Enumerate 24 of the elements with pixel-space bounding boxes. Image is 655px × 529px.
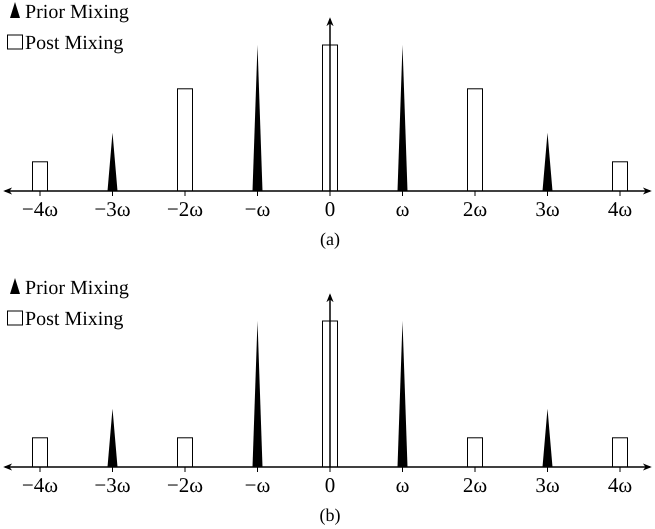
x-tick-label: −4ω — [22, 473, 58, 497]
x-tick-label: ω — [396, 197, 410, 221]
x-tick-label: 0 — [324, 473, 336, 497]
x-tick-label: 4ω — [608, 197, 632, 221]
x-tick-label: −2ω — [166, 473, 204, 497]
text: (a) — [320, 229, 340, 249]
x-tick-label: 2ω — [462, 473, 488, 497]
legend-label: Prior Mixing — [25, 1, 129, 23]
x-tick-label: −3ω — [94, 197, 131, 221]
x-tick-label: 4ω — [608, 473, 632, 497]
x-tick-label: −ω — [244, 197, 270, 221]
legend-label: Prior Mixing — [25, 277, 129, 299]
legend-label: Post Mixing — [25, 308, 124, 330]
x-tick-label: 2ω — [462, 197, 488, 221]
x-tick-label: 3ω — [535, 473, 560, 497]
x-tick-label: −ω — [244, 473, 270, 497]
x-tick-label: −2ω — [166, 197, 204, 221]
legend-label: Post Mixing — [25, 32, 124, 54]
text: (b) — [320, 505, 340, 525]
x-tick-label: 0 — [324, 197, 336, 221]
x-tick-label: −3ω — [94, 473, 131, 497]
x-tick-label: ω — [396, 473, 410, 497]
x-tick-label: −4ω — [22, 197, 58, 221]
x-tick-label: 3ω — [535, 197, 560, 221]
